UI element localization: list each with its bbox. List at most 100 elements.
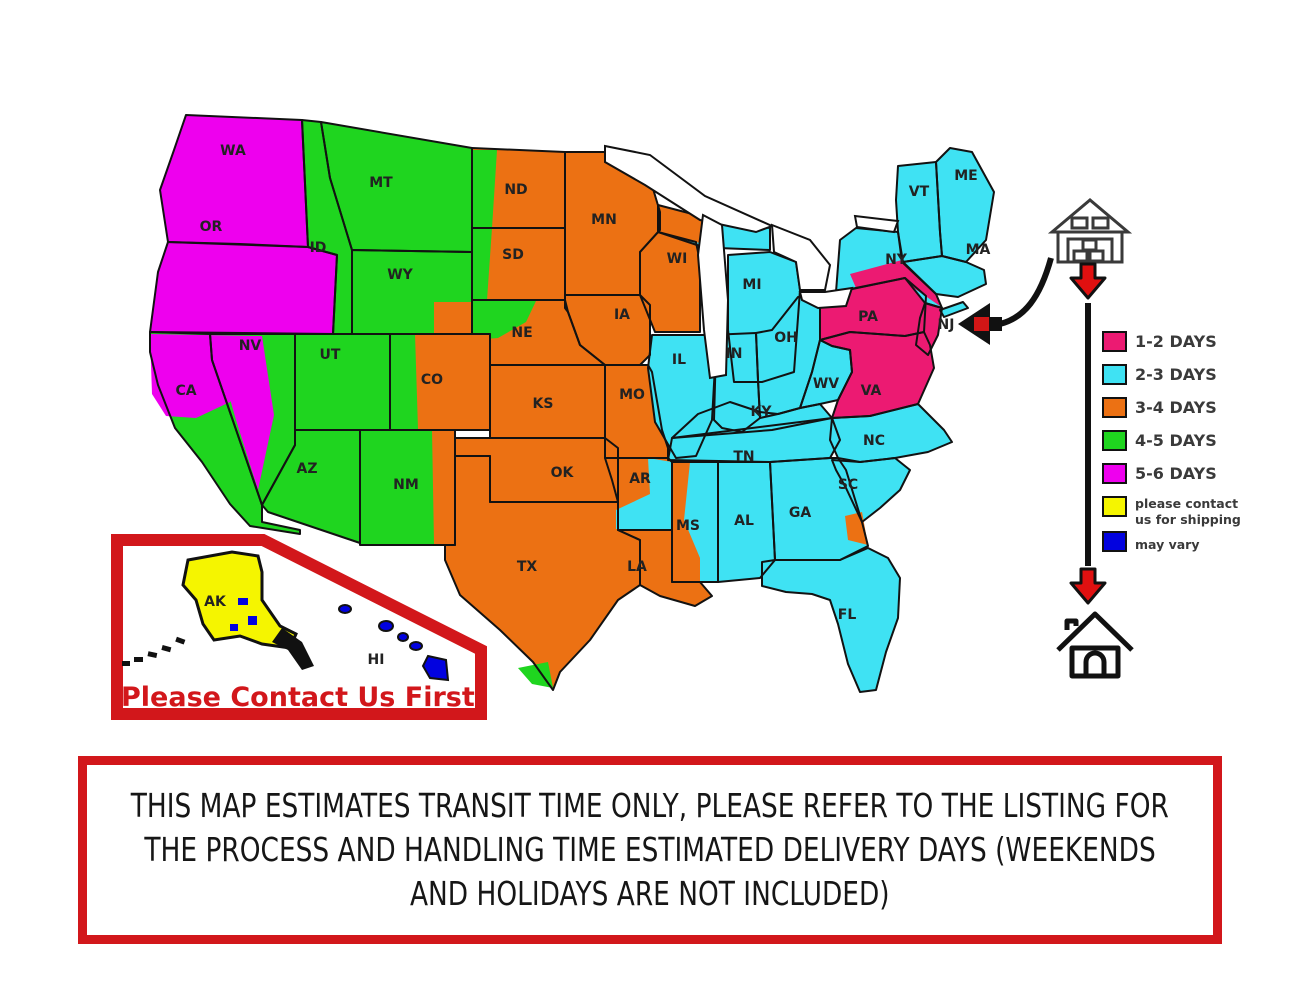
state-label-LA: LA [627,559,647,575]
great-lakes [604,144,900,380]
route-curve [999,257,1054,327]
disclaimer-box: THIS MAP ESTIMATES TRANSIT TIME ONLY, PL… [78,756,1222,944]
state-label-ND: ND [504,182,527,198]
state-label-OR: OR [200,219,223,235]
state-label-MO: MO [619,387,645,403]
state-label-NJ: NJ [938,317,955,333]
legend-label-may-vary: may vary [1135,536,1200,552]
legend-swatch-may-vary [1102,531,1127,553]
legend-label-2-3-days: 2-3 DAYS [1135,365,1217,384]
disclaimer-line-1: THIS MAP ESTIMATES TRANSIT TIME ONLY, PL… [130,786,1170,825]
legend-item-5-6-days: 5-6 DAYS [1102,463,1241,484]
legend-swatch-contact-shipping [1102,496,1127,517]
state-label-CA: CA [175,383,196,399]
shipping-route [958,198,1134,679]
warehouse-icon [1047,198,1133,264]
legend-label-5-6-days: 5-6 DAYS [1135,464,1217,483]
hawaii-islands [338,604,450,682]
inset-alaska-hawaii [111,534,487,720]
state-label-MI: MI [742,277,761,293]
state-label-WV: WV [813,376,839,392]
state-label-MN: MN [591,212,617,228]
state-label-OH: OH [774,330,798,346]
down-arrow-icon-top [1069,262,1107,300]
state-label-PA: PA [858,309,878,325]
legend-swatch-1-2-days [1102,331,1127,352]
state-label-IA: IA [614,307,630,323]
alaska-lakes [230,598,257,631]
legend-swatch-4-5-days [1102,430,1127,451]
state-FL [762,548,900,692]
legend-item-contact-shipping: please contact us for shipping [1102,496,1241,527]
overlay-ar-east [616,458,672,529]
overlay-tx-tip [518,662,553,688]
legend-item-may-vary: may vary [1102,531,1241,553]
state-WA [160,115,308,247]
legend-swatch-3-4-days [1102,397,1127,418]
state-label-SC: SC [838,477,858,493]
overlay-ms-west [673,462,700,581]
aleutian-islands [122,636,186,666]
state-label-VA: VA [861,383,882,399]
overlay-ne-west [472,301,536,340]
state-label-OK: OK [551,465,575,481]
state-label-UT: UT [320,347,341,363]
overlay-nd-west [472,150,497,228]
legend-item-1-2-days: 1-2 DAYS [1102,331,1241,352]
legend: 1-2 DAYS 2-3 DAYS 3-4 DAYS 4-5 DAYS 5-6 DAYS… [1102,331,1241,564]
state-label-TN: TN [733,449,754,465]
state-label-AR: AR [629,471,651,487]
destination-arrow-icon [958,303,1002,345]
state-label-VT: VT [909,184,930,200]
down-arrow-icon-bottom [1069,567,1107,605]
house-icon [1056,611,1134,679]
state-label-NM: NM [393,477,419,493]
disclaimer-line-3: AND HOLIDAYS ARE NOT INCLUDED) [410,874,890,913]
overlay-sd-west [472,228,492,300]
state-label-MA: MA [966,242,991,258]
state-label-SD: SD [502,247,524,263]
state-label-ID: ID [310,240,327,256]
state-label-NE: NE [511,325,532,341]
state-label-CO: CO [421,372,443,388]
legend-item-2-3-days: 2-3 DAYS [1102,364,1241,385]
inset-contact-label: Please Contact Us First [121,682,475,713]
state-label-IL: IL [672,352,686,368]
state-label-HI: HI [368,652,385,668]
state-label-MS: MS [676,518,700,534]
state-label-AL: AL [734,513,754,529]
state-UT [295,334,390,430]
state-label-NV: NV [239,338,262,354]
state-labels: WA OR CA NV ID MT WY UT AZ NM CO ND SD NE KS OK TX MN IA MO… [175,143,990,668]
state-label-KY: KY [751,404,773,420]
lake-erie [798,286,854,310]
overlay-nm-east [432,430,454,544]
legend-swatch-5-6-days [1102,463,1127,484]
state-label-GA: GA [789,505,811,521]
overlay-co-east [415,334,489,429]
overlay-ny-south [850,260,940,306]
state-label-WI: WI [667,251,688,267]
lake-michigan [696,213,730,380]
legend-label-1-2-days: 1-2 DAYS [1135,332,1217,351]
lake-superior [604,144,775,234]
state-label-KS: KS [533,396,554,412]
legend-label-4-5-days: 4-5 DAYS [1135,431,1217,450]
lake-huron [770,223,832,291]
disclaimer-line-2: THE PROCESS AND HANDLING TIME ESTIMATED … [144,830,1156,869]
legend-label-3-4-days: 3-4 DAYS [1135,398,1217,417]
state-label-AZ: AZ [297,461,318,477]
state-label-TX: TX [517,559,538,575]
state-label-AK: AK [204,594,227,610]
overlay-wy-se [434,302,471,333]
state-label-WY: WY [387,267,413,283]
lake-ontario [853,214,900,234]
legend-item-3-4-days: 3-4 DAYS [1102,397,1241,418]
legend-item-4-5-days: 4-5 DAYS [1102,430,1241,451]
state-label-FL: FL [838,607,857,623]
state-label-MT: MT [369,175,393,191]
state-label-IN: IN [726,346,743,362]
state-label-ME: ME [954,168,978,184]
